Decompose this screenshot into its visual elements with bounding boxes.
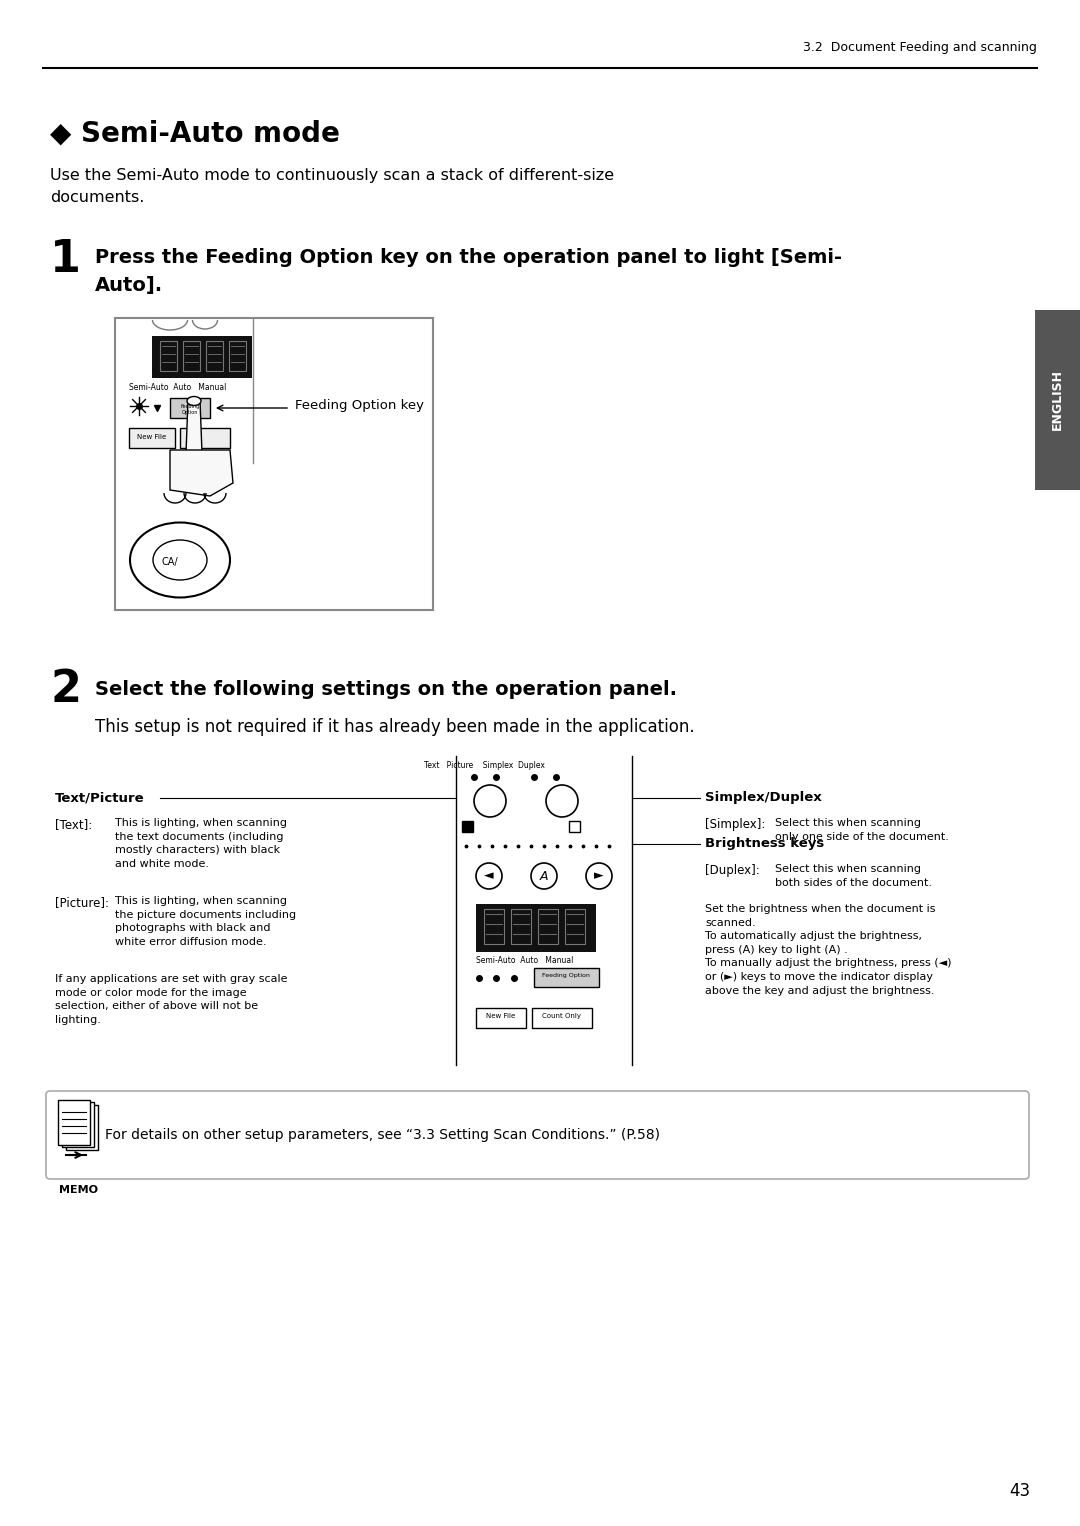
- Text: This is lighting, when scanning
the text documents (including
mostly characters): This is lighting, when scanning the text…: [114, 818, 287, 868]
- Text: Feeding Option key: Feeding Option key: [295, 400, 424, 412]
- Bar: [532, 1009, 592, 1029]
- Bar: [62, 1102, 94, 1148]
- Text: Text/Picture: Text/Picture: [55, 792, 145, 804]
- Polygon shape: [170, 450, 233, 496]
- Text: [Duplex]:: [Duplex]:: [705, 864, 759, 877]
- Text: Feeding Option: Feeding Option: [542, 974, 590, 978]
- Bar: [183, 340, 200, 371]
- Text: MEMO: MEMO: [58, 1186, 97, 1195]
- FancyBboxPatch shape: [46, 1091, 1029, 1180]
- Bar: [180, 427, 230, 449]
- Bar: [511, 909, 531, 945]
- Ellipse shape: [187, 397, 201, 406]
- Text: [Picture]:: [Picture]:: [55, 896, 109, 909]
- Circle shape: [474, 784, 507, 816]
- Text: 2: 2: [50, 668, 81, 711]
- Ellipse shape: [153, 540, 207, 580]
- Text: New File: New File: [137, 433, 166, 439]
- Text: ◄: ◄: [484, 870, 494, 882]
- Bar: [484, 909, 504, 945]
- Text: ENGLISH: ENGLISH: [1051, 369, 1064, 430]
- Bar: [565, 909, 585, 945]
- Text: This setup is not required if it has already been made in the application.: This setup is not required if it has alr…: [95, 719, 694, 736]
- Text: This is lighting, when scanning
the picture documents including
photographs with: This is lighting, when scanning the pict…: [114, 896, 296, 946]
- Text: [Text]:: [Text]:: [55, 818, 92, 832]
- Text: 3.2  Document Feeding and scanning: 3.2 Document Feeding and scanning: [804, 41, 1037, 53]
- Text: New File: New File: [486, 1013, 515, 1019]
- Circle shape: [586, 864, 612, 890]
- Text: Simplex/Duplex: Simplex/Duplex: [705, 792, 822, 804]
- Text: Feeding
Option: Feeding Option: [180, 404, 200, 415]
- Bar: [114, 317, 433, 610]
- Bar: [476, 903, 596, 952]
- Text: 43: 43: [1009, 1482, 1030, 1500]
- Text: Select this when scanning
both sides of the document.: Select this when scanning both sides of …: [775, 864, 932, 888]
- Circle shape: [546, 784, 578, 816]
- Polygon shape: [186, 400, 202, 453]
- Text: ►: ►: [594, 870, 604, 882]
- Bar: [1035, 310, 1080, 490]
- Text: Text   Picture    Simplex  Duplex: Text Picture Simplex Duplex: [423, 761, 544, 771]
- Bar: [229, 340, 246, 371]
- Text: Semi-Auto  Auto   Manual: Semi-Auto Auto Manual: [129, 383, 227, 392]
- Bar: [538, 909, 558, 945]
- Bar: [206, 340, 222, 371]
- Bar: [534, 967, 599, 987]
- Circle shape: [531, 864, 557, 890]
- Text: A: A: [540, 870, 549, 882]
- Text: Select this when scanning
only one side of the document.: Select this when scanning only one side …: [775, 818, 949, 842]
- Text: If any applications are set with gray scale
mode or color mode for the image
sel: If any applications are set with gray sc…: [55, 974, 287, 1025]
- Text: Brightness keys: Brightness keys: [705, 838, 824, 850]
- Bar: [152, 336, 252, 378]
- Text: Set the brightness when the document is
scanned.
To automatically adjust the bri: Set the brightness when the document is …: [705, 903, 951, 995]
- Text: ◆ Semi-Auto mode: ◆ Semi-Auto mode: [50, 121, 340, 148]
- Ellipse shape: [130, 522, 230, 598]
- Text: [Simplex]:: [Simplex]:: [705, 818, 766, 832]
- Text: Select the following settings on the operation panel.: Select the following settings on the ope…: [95, 681, 677, 699]
- Text: Press the Feeding Option key on the operation panel to light [Semi-
Auto].: Press the Feeding Option key on the oper…: [95, 249, 842, 295]
- Text: Semi-Auto  Auto   Manual: Semi-Auto Auto Manual: [476, 955, 573, 964]
- Text: 1: 1: [50, 238, 81, 281]
- Text: For details on other setup parameters, see “3.3 Setting Scan Conditions.” (P.58): For details on other setup parameters, s…: [105, 1128, 660, 1141]
- Bar: [569, 821, 580, 832]
- Bar: [160, 340, 177, 371]
- Bar: [129, 427, 175, 449]
- Text: Count Only: Count Only: [542, 1013, 581, 1019]
- Bar: [66, 1105, 98, 1151]
- Circle shape: [476, 864, 502, 890]
- Text: Use the Semi-Auto mode to continuously scan a stack of different-size
documents.: Use the Semi-Auto mode to continuously s…: [50, 168, 615, 204]
- Bar: [170, 398, 210, 418]
- Bar: [462, 821, 473, 832]
- Bar: [476, 1009, 526, 1029]
- Text: CA/: CA/: [162, 557, 178, 568]
- Bar: [58, 1100, 90, 1144]
